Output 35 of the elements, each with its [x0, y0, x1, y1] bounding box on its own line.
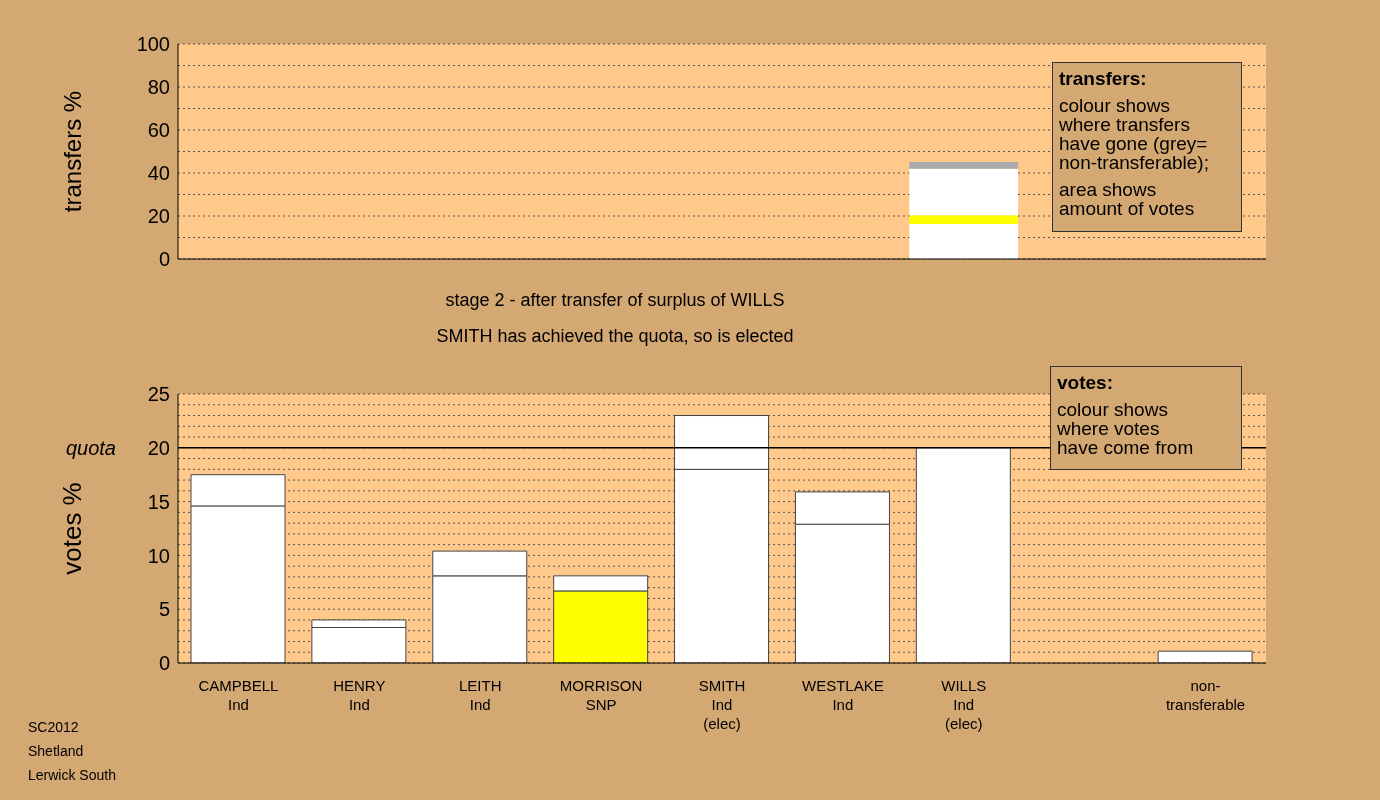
y-tick-label: 60 — [147, 119, 170, 142]
y-tick-label: 20 — [147, 436, 170, 459]
x-tick-label: SMITH Ind (elec) — [698, 677, 746, 732]
y-tick-label: 40 — [147, 162, 170, 185]
y-axis-title: transfers % — [58, 90, 86, 213]
annotation: colour shows where votes have come from — [1057, 399, 1195, 458]
x-tick-label: LEITH Ind — [458, 677, 502, 713]
y-tick-label: 10 — [147, 544, 170, 567]
text: Shetland — [28, 743, 84, 759]
text: Lerwick South — [28, 767, 116, 783]
text: votes: — [1057, 372, 1114, 393]
x-tick-label: MORRISON SNP — [559, 677, 643, 713]
y-tick-label: 0 — [158, 652, 170, 675]
x-tick-label: non- transferable — [1165, 677, 1246, 713]
y-tick-label: 20 — [147, 205, 170, 228]
x-tick-label: WILLS Ind (elec) — [941, 677, 987, 732]
y-tick-label: 0 — [158, 248, 170, 271]
ref-line-label: quota — [65, 436, 116, 459]
annotation: transfers: — [1059, 68, 1148, 89]
y-tick-label: 25 — [147, 383, 170, 406]
y-tick-label: 5 — [158, 598, 170, 621]
annotation: area shows amount of votes — [1059, 179, 1196, 219]
x-tick-label: WESTLAKE Ind — [802, 677, 884, 713]
bar — [1157, 650, 1253, 663]
y-tick-label: 100 — [136, 33, 170, 56]
y-tick-label: 15 — [147, 490, 170, 513]
y-axis-title: votes % — [57, 482, 88, 575]
x-tick-label: HENRY Ind — [333, 677, 386, 713]
chart-subtitle: SMITH has achieved the quota, so is elected — [435, 326, 795, 347]
y-tick-label: 80 — [147, 76, 170, 99]
chart-title: stage 2 - after transfer of surplus of WILLS — [444, 290, 786, 311]
text: SC2012 — [28, 719, 79, 735]
bar — [915, 447, 1011, 663]
x-tick-label: CAMPBELL Ind — [198, 677, 279, 713]
annotation: colour shows where transfers have gone (grey= non-transferable); — [1059, 95, 1210, 173]
